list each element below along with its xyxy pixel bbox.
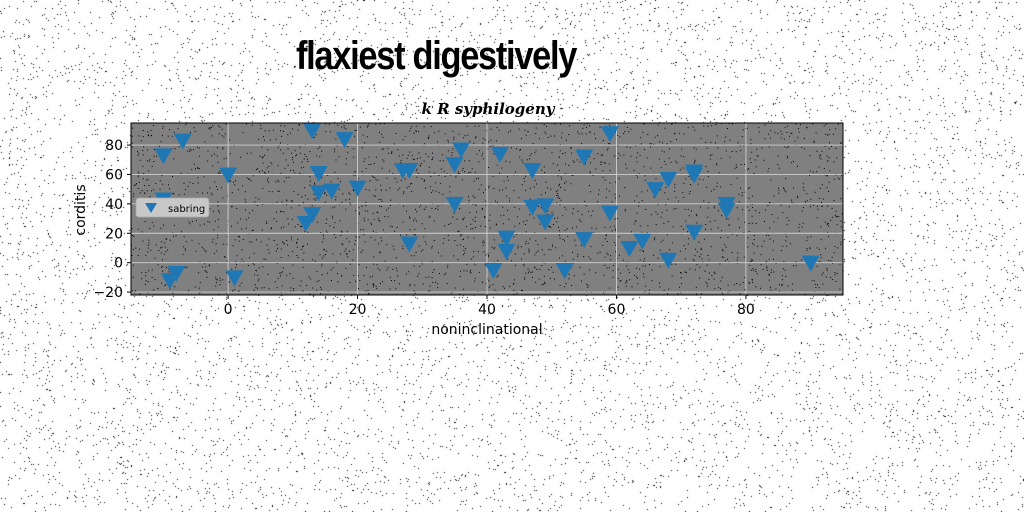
data-point xyxy=(717,202,736,219)
data-point xyxy=(225,270,244,287)
data-point xyxy=(348,180,367,197)
data-point xyxy=(322,183,341,200)
data-point xyxy=(445,196,464,213)
data-points xyxy=(154,123,820,290)
data-point xyxy=(685,167,704,184)
y-tick-label: −20 xyxy=(93,285,123,301)
x-tick-label: 60 xyxy=(608,302,626,318)
data-point xyxy=(801,255,820,272)
chart-subtitle: k R syphilogeny xyxy=(422,100,556,118)
x-axis-ticks: 0 20 40 60 80 xyxy=(224,295,755,318)
data-point xyxy=(309,165,328,182)
data-point xyxy=(173,133,192,150)
data-point xyxy=(490,146,509,163)
data-point xyxy=(555,263,574,280)
data-point xyxy=(484,263,503,280)
y-tick-label: 60 xyxy=(105,167,123,183)
data-point xyxy=(685,224,704,241)
x-tick-label: 20 xyxy=(349,302,367,318)
data-point xyxy=(523,199,542,216)
legend-label: sabring xyxy=(168,204,205,215)
x-tick-label: 40 xyxy=(478,302,496,318)
data-point xyxy=(620,240,639,257)
legend-marker xyxy=(145,203,157,213)
y-tick-label: 40 xyxy=(105,197,123,213)
data-point xyxy=(523,163,542,180)
data-point xyxy=(600,205,619,222)
x-tick-label: 80 xyxy=(737,302,755,318)
legend-box xyxy=(135,197,210,218)
data-point xyxy=(600,126,619,143)
data-point xyxy=(154,148,173,165)
data-point xyxy=(303,123,322,140)
y-axis-label: corditis xyxy=(73,184,89,235)
figure-title: flaxiest digestively xyxy=(296,34,577,78)
data-point xyxy=(575,149,594,166)
data-point xyxy=(659,171,678,188)
legend: sabring xyxy=(135,197,210,218)
y-tick-label: 0 xyxy=(114,256,123,272)
data-point xyxy=(575,232,594,249)
data-point xyxy=(497,243,516,260)
data-point xyxy=(335,132,354,149)
data-point xyxy=(536,198,555,215)
y-tick-label: 20 xyxy=(105,226,123,242)
data-point xyxy=(303,207,322,224)
y-tick-label: 80 xyxy=(105,138,123,154)
data-point xyxy=(445,157,464,174)
data-point xyxy=(167,265,186,282)
y-axis-ticks: −20 0 20 40 60 80 xyxy=(93,138,131,301)
data-point xyxy=(296,215,315,232)
data-point xyxy=(309,185,328,202)
x-tick-label: 0 xyxy=(224,302,233,318)
data-point xyxy=(633,233,652,250)
data-point xyxy=(219,167,238,184)
data-point xyxy=(536,214,555,231)
data-point xyxy=(400,236,419,253)
x-axis-label: noninclinational xyxy=(431,322,542,338)
data-point xyxy=(452,142,471,159)
data-point xyxy=(497,230,516,247)
data-point xyxy=(400,163,419,180)
data-point xyxy=(646,182,665,199)
data-point xyxy=(659,252,678,269)
